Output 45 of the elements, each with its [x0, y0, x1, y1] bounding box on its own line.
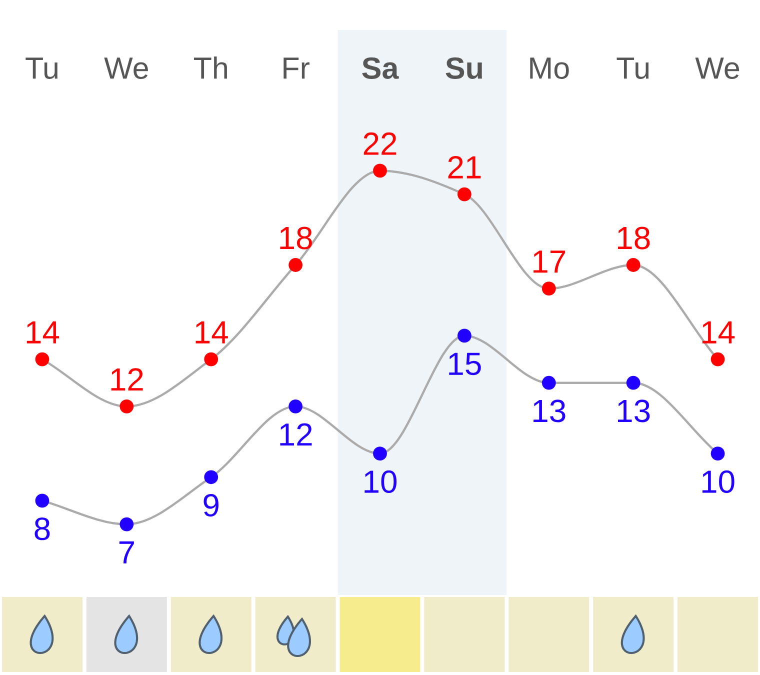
x-tick-label: Th — [194, 56, 227, 79]
point — [35, 352, 50, 366]
point — [35, 494, 50, 508]
point — [626, 258, 640, 272]
x-tick-label: Su — [446, 57, 482, 79]
data-label: 8 — [34, 518, 50, 540]
point — [204, 470, 218, 484]
data-label: 15 — [449, 352, 481, 376]
point — [710, 446, 725, 461]
data-label: 14 — [196, 321, 228, 344]
point — [288, 258, 302, 272]
point — [120, 399, 134, 414]
x-tick-label: Tu — [616, 58, 649, 79]
data-label: 14 — [702, 321, 735, 344]
data-label: 13 — [618, 400, 650, 422]
x-tick-label: We — [104, 58, 148, 79]
data-label: 10 — [702, 470, 734, 494]
x-tick-label: We — [695, 58, 740, 79]
point — [373, 164, 387, 178]
point — [458, 328, 472, 343]
point — [288, 399, 302, 414]
point — [710, 352, 725, 366]
data-label: 17 — [534, 250, 566, 273]
data-label: 18 — [618, 226, 650, 250]
data-label: 12 — [111, 368, 143, 390]
point — [542, 376, 556, 390]
data-label: 12 — [280, 423, 312, 446]
data-label: 22 — [364, 132, 396, 155]
data-label: 9 — [204, 494, 218, 517]
point — [204, 352, 218, 366]
x-tick-label: Mo — [530, 58, 569, 79]
data-label: 13 — [534, 400, 566, 422]
data-label: 10 — [364, 470, 397, 494]
point — [120, 517, 134, 532]
data-label: 21 — [448, 156, 481, 178]
data-label: 14 — [26, 321, 60, 344]
point — [373, 446, 387, 461]
x-tick-label: Tu — [26, 58, 58, 79]
point — [626, 376, 640, 390]
data-label: 7 — [119, 541, 134, 564]
x-tick-label: Fr — [284, 58, 310, 79]
point — [458, 187, 472, 202]
x-tick-label: Sa — [362, 57, 399, 79]
data-label: 18 — [280, 226, 312, 250]
point — [542, 282, 556, 296]
